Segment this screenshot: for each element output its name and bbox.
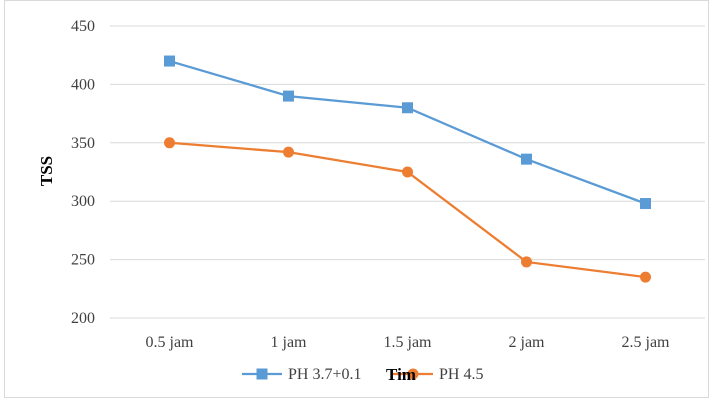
- line-chart: 200 250 300 350 400 450 0.5 jam 1 jam 1.5 jam 2 …: [37, 18, 705, 384]
- data-point: [164, 55, 175, 67]
- legend: PH 3.7+0.1 PH 4.5: [242, 366, 483, 383]
- x-tick-label: 2 jam: [509, 334, 546, 351]
- legend-label: PH 4.5: [439, 366, 483, 383]
- x-tick-label: 2.5 jam: [622, 334, 671, 351]
- y-tick-label: 450: [71, 18, 95, 35]
- y-axis-ticks: 200 250 300 350 400 450: [71, 18, 95, 327]
- legend-label: PH 3.7+0.1: [288, 366, 361, 383]
- y-tick-label: 200: [71, 310, 95, 327]
- y-tick-label: 350: [71, 135, 95, 152]
- x-tick-label: 0.5 jam: [146, 334, 195, 351]
- data-point: [521, 256, 532, 268]
- chart-frame: 200 250 300 350 400 450 0.5 jam 1 jam 1.5 jam 2 …: [4, 0, 709, 398]
- y-tick-label: 300: [71, 193, 95, 210]
- x-tick-label: 1 jam: [271, 334, 308, 351]
- series-line-1: [169, 59, 646, 205]
- data-point: [521, 153, 532, 165]
- x-axis-title: Tim: [386, 365, 416, 384]
- legend-marker: [256, 368, 268, 380]
- y-tick-label: 400: [71, 76, 95, 93]
- series-group: [164, 55, 651, 283]
- data-point: [164, 137, 175, 149]
- x-tick-label: 1.5 jam: [384, 334, 433, 351]
- series-line-2: [169, 141, 646, 279]
- data-point: [402, 102, 413, 114]
- gridlines: [110, 25, 705, 319]
- legend-marker: [407, 368, 419, 380]
- data-point: [283, 90, 294, 102]
- data-point: [283, 146, 294, 158]
- x-axis-ticks: 0.5 jam 1 jam 1.5 jam 2 jam 2.5 jam: [146, 334, 671, 351]
- y-axis-title: TSS: [37, 156, 56, 186]
- y-tick-label: 250: [71, 252, 95, 269]
- data-point: [402, 166, 413, 178]
- data-point: [640, 271, 651, 283]
- data-point: [640, 198, 651, 210]
